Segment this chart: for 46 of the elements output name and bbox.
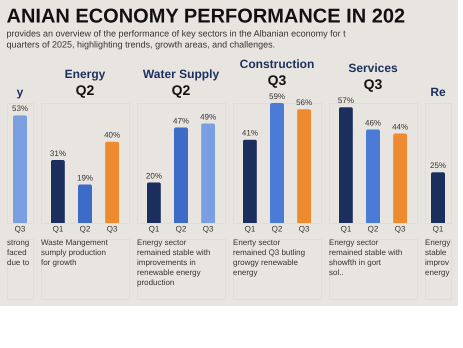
data-label: 53% [12,104,28,114]
x-tick-label: Q1 [52,224,64,234]
x-tick-label: Q2 [272,224,283,234]
x-tick-label: Q3 [394,224,406,234]
data-label: 57% [338,96,354,106]
chart-subtitle: Q2 [172,82,191,98]
text: Energy stable improv energy [425,238,450,277]
chart-title: Services [348,61,398,76]
text: Waste Mangement sumply production for growth [41,238,109,267]
chart-title: Re [430,85,446,99]
chart-subtitle: Q2 [76,82,95,98]
chart-title: Energy [64,67,106,81]
x-tick-label: Q1 [244,224,256,234]
data-label: 41% [242,128,258,138]
chart-subtitle: Q3 [268,72,287,88]
x-tick-label: Q3 [202,224,214,234]
chart-title: Construction [240,57,314,71]
x-tick-label: Q2 [80,224,91,234]
data-label: 25% [430,161,446,170]
data-label: 59% [268,92,286,101]
x-tick-label: Q3 [298,224,310,234]
text: Enerty sector remained Q3 butling growgy renewable energy [233,238,306,277]
data-label: 19% [76,173,94,182]
text: provides an overview of the performance of key sectors in the Albanian economy for t quarters of 2025, highlighting trends, growth areas, and challenges. [6,28,346,50]
chart-subtitle: Q3 [364,76,383,92]
data-label: 44% [392,122,408,132]
x-tick-label: Q2 [176,224,187,234]
data-label: 40% [104,130,120,140]
x-tick-label: Q3 [14,224,26,234]
x-tick-label: Q1 [432,224,444,234]
x-tick-label: Q3 [106,224,118,234]
x-tick-label: Q1 [148,224,160,234]
data-label: 46% [364,118,382,128]
text: ANIAN ECONOMY PERFORMANCE IN 202 [6,6,406,28]
chart-title: Water Supply [142,67,220,81]
data-label: 31% [50,148,66,158]
text: Energy sector remained stable with showfth in gort sol.. [329,238,402,277]
chart-title: y [16,85,24,99]
data-label: 47% [172,116,190,126]
text: strong faced due to [7,238,30,267]
text: Energy sector remained stable with improvements in renewable energy production [137,238,210,287]
x-tick-label: Q2 [368,224,379,234]
x-tick-label: Q1 [340,224,352,234]
data-label: 49% [200,112,216,122]
data-label: 56% [296,98,312,108]
data-label: 20% [146,171,162,180]
